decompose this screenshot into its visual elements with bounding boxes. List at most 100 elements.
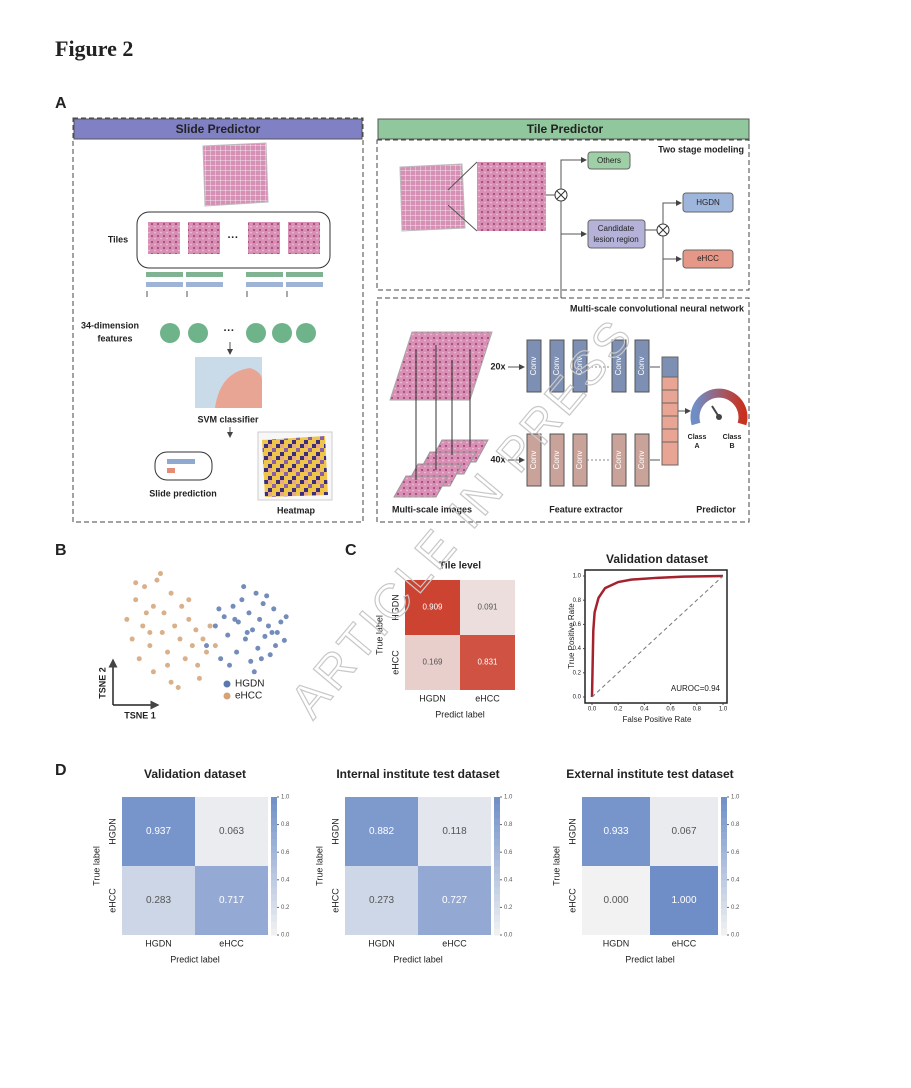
scatter-point <box>227 662 233 668</box>
scatter-point <box>246 610 252 616</box>
cell-label: 0.283 <box>146 895 171 906</box>
conv-label: Conv <box>614 357 623 376</box>
x-axis-label: Predict label <box>435 709 485 719</box>
scatter-point <box>161 610 167 616</box>
y-tick-label: 0.8 <box>573 598 582 604</box>
colorbar-step <box>271 907 277 915</box>
colorbar-step <box>721 852 727 860</box>
scatter-point <box>177 636 183 642</box>
legend-marker <box>223 692 231 700</box>
scatter-point <box>251 669 257 675</box>
colorbar-step <box>271 928 277 936</box>
conv-label: Conv <box>614 451 623 470</box>
scatter-point <box>264 593 270 599</box>
scatter-point <box>278 619 284 625</box>
colorbar-step <box>271 886 277 895</box>
y-axis-label: True label <box>91 846 101 886</box>
cell-label: 1.000 <box>671 895 696 906</box>
heatmap-cell <box>460 580 515 635</box>
scatter-point <box>271 606 277 612</box>
svm-label: SVM classifier <box>197 414 259 424</box>
colorbar-step <box>721 838 727 846</box>
scatter-point <box>265 623 271 629</box>
y-axis-label: True label <box>314 846 324 886</box>
conv-block <box>572 339 588 393</box>
colorbar-step <box>494 817 500 826</box>
scatter-point <box>150 603 156 609</box>
conv-block <box>611 339 627 393</box>
colorbar-step <box>494 872 500 881</box>
colorbar-label: 0.8 <box>731 822 740 828</box>
colorbar-label: 0.2 <box>731 905 740 911</box>
x-tick-label: eHCC <box>219 938 244 948</box>
cell-label: 0.882 <box>369 826 394 837</box>
cell-label: 0.831 <box>477 658 498 667</box>
reference-line <box>591 575 724 698</box>
conv-label: Conv <box>529 451 538 470</box>
colorbar-step <box>721 900 727 908</box>
cell-label: 0.727 <box>442 895 467 906</box>
colorbar-label: 0.6 <box>731 850 740 856</box>
x-tick-label: eHCC <box>672 938 697 948</box>
panel-label: B <box>55 542 67 559</box>
scatter-point <box>260 601 266 607</box>
panel-label: D <box>55 762 67 779</box>
scatter-point <box>221 614 227 620</box>
features-label: features <box>97 333 132 343</box>
scatter-point <box>168 590 174 596</box>
colorbar-step <box>271 803 277 812</box>
y-tick-label: 1.0 <box>573 574 582 580</box>
scatter-point <box>133 597 139 603</box>
conv-label: Conv <box>637 357 646 376</box>
x-axis-label: Predict label <box>170 954 220 964</box>
y-axis-label: True label <box>551 846 561 886</box>
cell-label: 0.118 <box>442 826 467 837</box>
colorbar-label: 0.8 <box>281 822 290 828</box>
colorbar-step <box>721 928 727 936</box>
heatmap-cell <box>650 866 718 935</box>
colorbar-step <box>494 914 500 922</box>
cell-label: 0.933 <box>603 826 628 837</box>
scatter-point <box>189 643 195 649</box>
scatter-point <box>262 633 268 639</box>
annotation: AUROC=0.94 <box>671 684 721 693</box>
scatter-point <box>168 679 174 685</box>
colorbar-step <box>271 893 277 901</box>
scatter-point <box>234 649 240 655</box>
scatter-point <box>225 632 231 638</box>
tile-predictor: Tile Predictor Two stage modeling Others… <box>376 118 750 523</box>
colorbar-step <box>271 914 277 922</box>
heatmap-cell <box>650 797 718 866</box>
scatter-point <box>218 656 224 662</box>
scatter-point <box>142 584 148 590</box>
x-tick-label: 0.8 <box>693 707 702 713</box>
chart-title: Internal institute test dataset <box>336 767 499 781</box>
colorbar-label: 0.4 <box>731 877 740 883</box>
scatter-point <box>133 580 139 586</box>
stage-label: Two stage modeling <box>658 144 744 154</box>
scatter-point <box>248 658 254 664</box>
colorbar-step <box>721 859 727 867</box>
colorbar-step <box>494 797 500 805</box>
colorbar-step <box>494 845 500 853</box>
heatmap-cell <box>345 797 418 866</box>
y-tick-label: 0.6 <box>573 622 582 628</box>
heatmap-cell <box>418 866 491 935</box>
colorbar-step <box>494 879 500 888</box>
colorbar-step <box>271 824 277 832</box>
y-axis-label: TSNE 2 <box>97 667 107 699</box>
node-label: HGDN <box>696 198 720 207</box>
colorbar-label: 0.4 <box>504 877 513 883</box>
chart-title: Tile level <box>439 561 481 572</box>
heatmap-cell <box>418 797 491 866</box>
stage-caption: Feature extractor <box>549 504 623 514</box>
scatter-point <box>232 616 238 622</box>
y-tick-label: 0.4 <box>573 646 582 652</box>
scatter-point <box>195 662 201 668</box>
scatter-point <box>267 652 273 658</box>
colorbar-label: 0.4 <box>281 877 290 883</box>
scatter-point <box>165 662 171 668</box>
scatter-point <box>193 627 199 633</box>
legend-label: HGDN <box>235 679 264 690</box>
